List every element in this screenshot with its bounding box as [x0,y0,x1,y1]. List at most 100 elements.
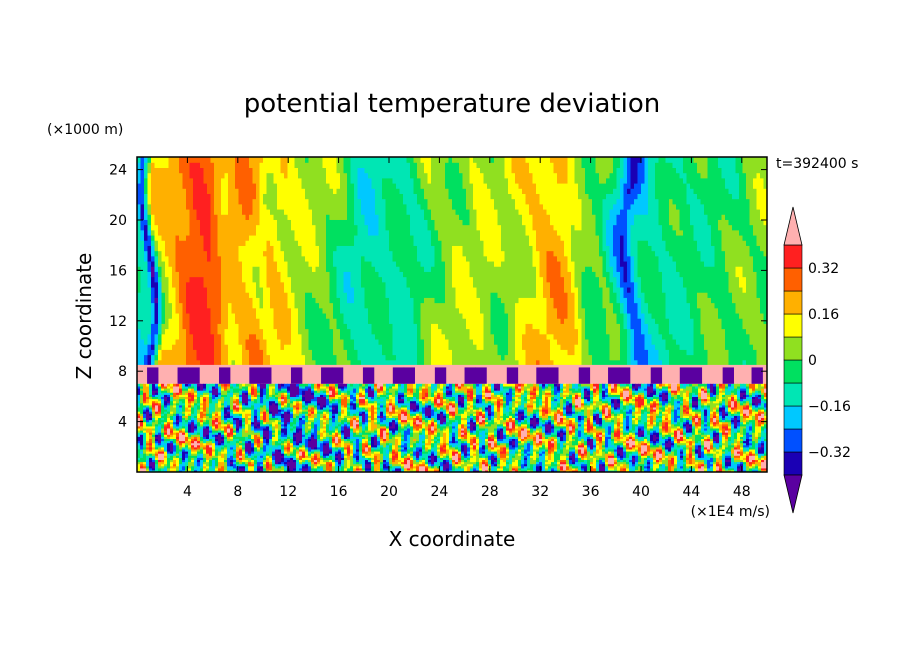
heatmap-cell [203,219,208,226]
heatmap-cell [480,286,485,293]
heatmap-cell [392,349,397,356]
heatmap-cell [336,307,341,314]
heatmap-cell [298,312,303,319]
heatmap-cell [529,208,534,215]
heatmap-cell [158,224,163,231]
heatmap-cell [557,229,562,236]
heatmap-cell [448,333,453,340]
heatmap-cell [508,271,513,278]
heatmap-cell [473,271,478,278]
heatmap-cell [473,302,478,309]
heatmap-cell [431,318,436,324]
heatmap-cell [543,234,548,241]
heatmap-cell [273,167,278,174]
heatmap-cell [438,193,443,200]
heatmap-cell [385,266,390,272]
heatmap-cell [357,245,362,252]
heatmap-cell [501,229,506,236]
heatmap-cell [490,198,495,205]
heatmap-cell [333,260,338,267]
heatmap-cell [410,292,415,298]
heatmap-cell [144,276,149,283]
heatmap-cell [305,318,310,324]
heatmap-cell [494,312,499,319]
heatmap-cell [168,302,173,309]
heatmap-cell [161,219,166,226]
heatmap-cell [466,240,471,246]
heatmap-cell [392,234,397,241]
heatmap-cell [504,281,509,288]
heatmap-cell [350,328,355,335]
heatmap-cell [172,250,177,257]
heatmap-cell [357,286,362,293]
heatmap-cell [476,359,481,366]
heatmap-cell [273,240,278,246]
heatmap-cell [431,271,436,278]
heatmap-cell [343,359,348,366]
heatmap-cell [553,245,558,252]
heatmap-cell [256,349,261,356]
heatmap-cell [487,167,492,174]
heatmap-cell [382,286,387,293]
heatmap-cell [203,229,208,236]
heatmap-cell [445,312,450,319]
heatmap-cell [375,214,380,220]
heatmap-cell [291,323,296,330]
heatmap-cell [165,328,170,335]
heatmap-cell [175,188,180,194]
heatmap-cell [466,250,471,257]
heatmap-cell [294,302,299,309]
heatmap-cell [305,338,310,345]
heatmap-cell [455,162,460,168]
heatmap-cell [165,344,170,350]
heatmap-cell [140,260,145,267]
heatmap-cell [571,250,576,257]
heatmap-cell [165,292,170,298]
heatmap-cell [280,172,285,179]
heatmap-cell [207,333,212,340]
heatmap-cell [364,182,369,189]
heatmap-cell [144,224,149,231]
heatmap-cell [207,219,212,226]
heatmap-cell [273,198,278,205]
heatmap-cell [504,318,509,324]
heatmap-cell [459,208,464,215]
heatmap-cell [434,281,439,288]
heatmap-cell [539,208,544,215]
heatmap-cell [301,312,306,319]
heatmap-cell [207,245,212,252]
heatmap-cell [326,214,331,220]
heatmap-cell [193,167,198,174]
heatmap-cell [511,349,516,356]
heatmap-cell [182,349,187,356]
heatmap-cell [336,266,341,272]
heatmap-cell [235,318,240,324]
heatmap-cell [193,271,198,278]
heatmap-cell [357,234,362,241]
heatmap-cell [193,260,198,267]
heatmap-cell [553,208,558,215]
heatmap-cell [406,318,411,324]
heatmap-cell [354,167,359,174]
heatmap-cell [252,255,257,262]
heatmap-cell [249,349,254,356]
heatmap-cell [308,359,313,366]
heatmap-cell [252,193,257,200]
heatmap-cell [378,323,383,330]
heatmap-cell [193,240,198,246]
heatmap-cell [154,307,159,314]
heatmap-cell [242,224,247,231]
heatmap-cell [322,240,327,246]
heatmap-cell [161,229,166,236]
heatmap-cell [308,281,313,288]
heatmap-cell [420,193,425,200]
heatmap-cell [480,281,485,288]
heatmap-cell [343,297,348,304]
heatmap-cell [340,162,345,168]
heatmap-cell [270,286,275,293]
heatmap-cell [284,354,289,361]
heatmap-cell [371,167,376,174]
heatmap-cell [385,276,390,283]
heatmap-cell [473,292,478,298]
heatmap-cell [403,328,408,335]
